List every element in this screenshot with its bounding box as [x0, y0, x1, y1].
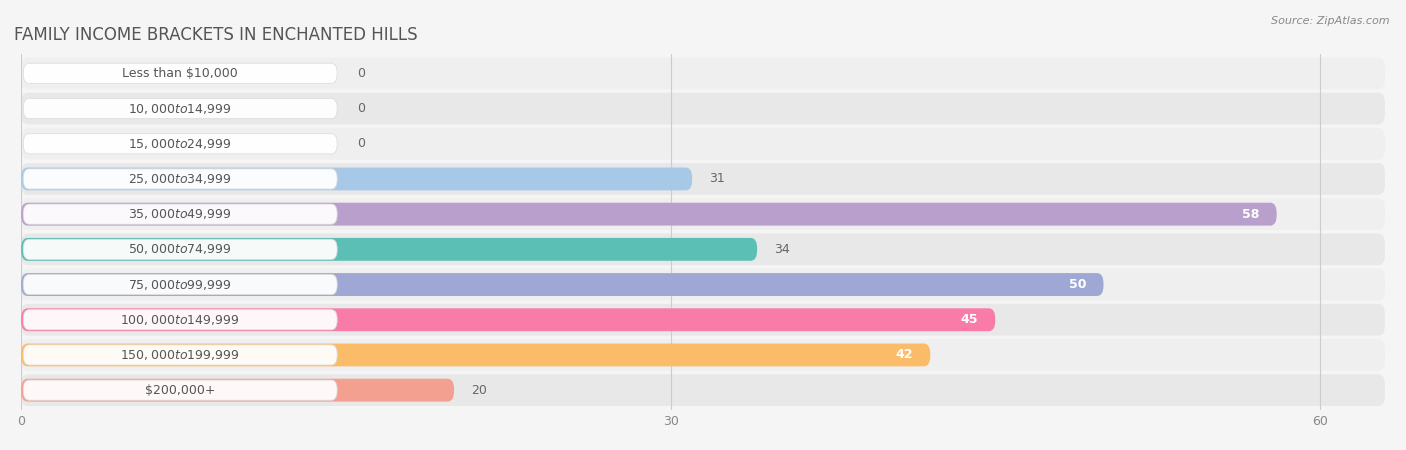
FancyBboxPatch shape	[24, 169, 337, 189]
FancyBboxPatch shape	[21, 304, 1385, 336]
FancyBboxPatch shape	[21, 374, 1385, 406]
Text: 50: 50	[1069, 278, 1087, 291]
FancyBboxPatch shape	[21, 202, 1277, 225]
FancyBboxPatch shape	[24, 204, 337, 224]
FancyBboxPatch shape	[21, 128, 1385, 160]
Text: $25,000 to $34,999: $25,000 to $34,999	[128, 172, 232, 186]
Text: $10,000 to $14,999: $10,000 to $14,999	[128, 102, 232, 116]
FancyBboxPatch shape	[21, 93, 1385, 124]
FancyBboxPatch shape	[24, 134, 337, 154]
Text: 45: 45	[960, 313, 979, 326]
FancyBboxPatch shape	[21, 269, 1385, 301]
FancyBboxPatch shape	[21, 198, 1385, 230]
Text: 0: 0	[357, 102, 364, 115]
FancyBboxPatch shape	[21, 379, 454, 401]
FancyBboxPatch shape	[24, 345, 337, 365]
Text: 34: 34	[775, 243, 790, 256]
Text: 58: 58	[1241, 207, 1260, 220]
Text: 0: 0	[357, 137, 364, 150]
FancyBboxPatch shape	[24, 310, 337, 330]
FancyBboxPatch shape	[21, 234, 1385, 265]
Text: 20: 20	[471, 384, 488, 396]
FancyBboxPatch shape	[21, 58, 1385, 89]
FancyBboxPatch shape	[21, 238, 756, 261]
Text: Less than $10,000: Less than $10,000	[122, 67, 238, 80]
FancyBboxPatch shape	[21, 163, 1385, 195]
FancyBboxPatch shape	[21, 308, 995, 331]
FancyBboxPatch shape	[21, 343, 931, 366]
Text: $200,000+: $200,000+	[145, 384, 215, 396]
FancyBboxPatch shape	[21, 167, 692, 190]
FancyBboxPatch shape	[24, 274, 337, 295]
Text: FAMILY INCOME BRACKETS IN ENCHANTED HILLS: FAMILY INCOME BRACKETS IN ENCHANTED HILL…	[14, 26, 418, 44]
FancyBboxPatch shape	[24, 63, 337, 83]
FancyBboxPatch shape	[21, 273, 1104, 296]
Text: 0: 0	[357, 67, 364, 80]
Text: $35,000 to $49,999: $35,000 to $49,999	[128, 207, 232, 221]
FancyBboxPatch shape	[24, 99, 337, 119]
Text: $100,000 to $149,999: $100,000 to $149,999	[121, 313, 240, 327]
Text: 42: 42	[896, 348, 912, 361]
Text: $75,000 to $99,999: $75,000 to $99,999	[128, 278, 232, 292]
Text: Source: ZipAtlas.com: Source: ZipAtlas.com	[1271, 16, 1389, 26]
Text: $150,000 to $199,999: $150,000 to $199,999	[121, 348, 240, 362]
FancyBboxPatch shape	[24, 239, 337, 259]
FancyBboxPatch shape	[21, 339, 1385, 371]
FancyBboxPatch shape	[24, 380, 337, 400]
Text: 31: 31	[710, 172, 725, 185]
Text: $15,000 to $24,999: $15,000 to $24,999	[128, 137, 232, 151]
Text: $50,000 to $74,999: $50,000 to $74,999	[128, 243, 232, 256]
